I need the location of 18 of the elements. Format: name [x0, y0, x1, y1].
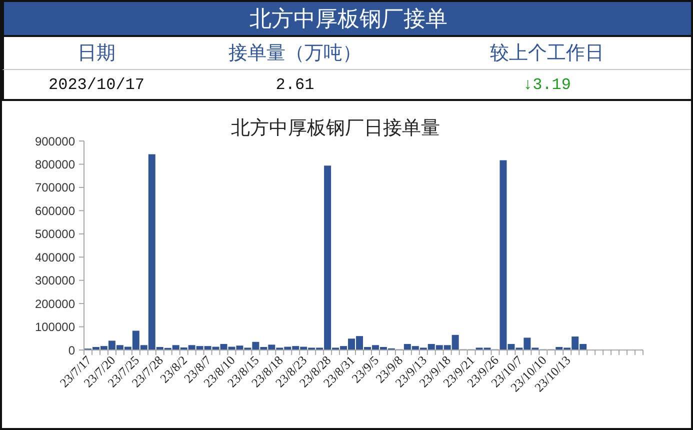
y-tick-label: 100000	[34, 320, 76, 334]
y-tick-label: 300000	[34, 274, 76, 288]
y-tick-label: 400000	[34, 250, 76, 264]
y-tick-label: 800000	[34, 157, 76, 172]
y-tick-label: 700000	[34, 180, 76, 195]
y-tick-label: 500000	[34, 227, 76, 242]
text: 2023/10/17	[48, 76, 144, 94]
y-tick-label: 200000	[34, 296, 76, 311]
text: 2.61	[276, 76, 314, 94]
text: 接单量（万吨）	[228, 41, 362, 66]
y-tick-label: 600000	[34, 204, 76, 218]
text: 较上个工作日	[490, 41, 604, 66]
chart-title: 北方中厚板钢厂日接单量	[231, 117, 440, 139]
text: 日期	[78, 41, 116, 66]
text: ↓3.19	[522, 76, 571, 94]
text: 北方中厚板钢厂接单	[250, 6, 448, 34]
y-tick-label: 0	[68, 343, 76, 358]
y-tick-label: 900000	[34, 134, 76, 148]
